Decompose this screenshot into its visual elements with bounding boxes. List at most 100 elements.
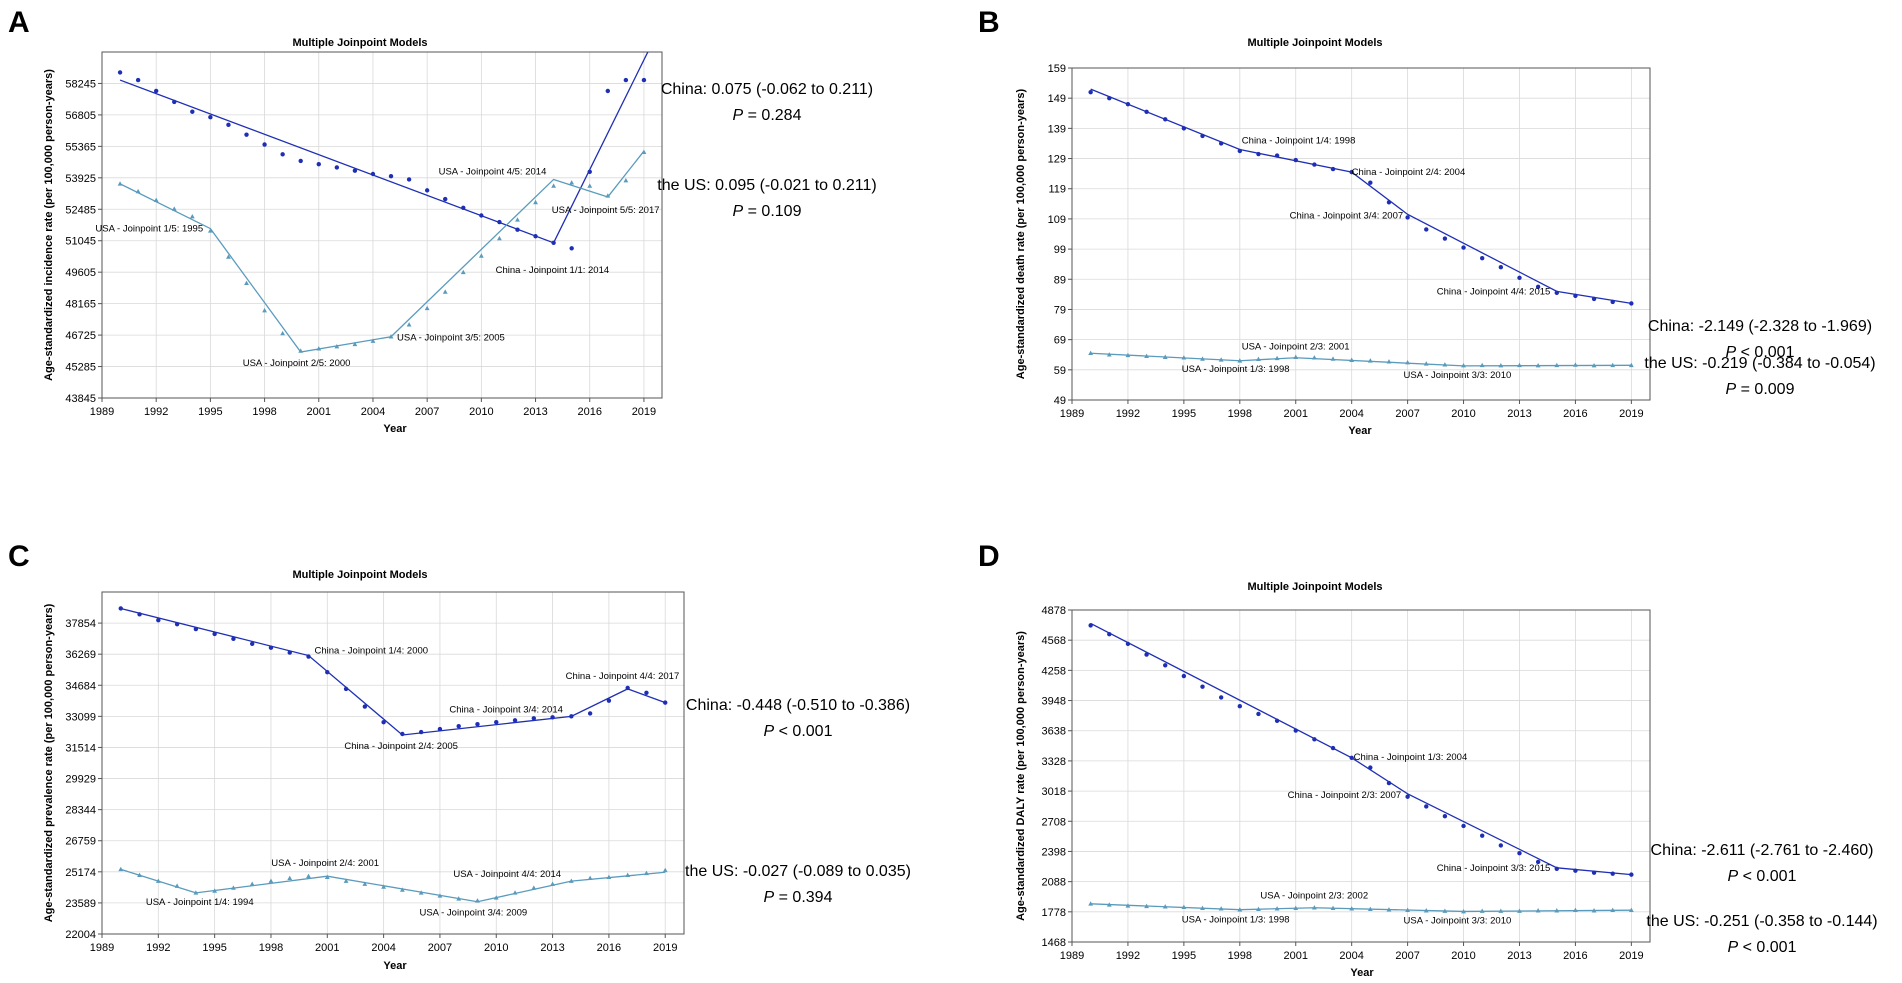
data-point-china — [1498, 843, 1504, 848]
data-point-usa — [137, 872, 142, 878]
data-point-usa — [212, 888, 218, 893]
p-symbol: P — [1726, 344, 1737, 361]
data-point-usa — [1330, 356, 1336, 361]
panel-b: B Multiple Joinpoint Models 49 59 69 79 89 99 10… — [978, 6, 1876, 437]
data-point-china — [1461, 823, 1466, 829]
data-point-china — [461, 205, 466, 211]
data-point-usa — [1293, 354, 1299, 359]
data-point-usa — [193, 890, 199, 895]
data-point-china — [1386, 200, 1392, 205]
data-point-china — [456, 723, 461, 729]
data-point-usa — [662, 867, 668, 873]
x-tick-label: 2001 — [307, 406, 331, 418]
joinpoint-label: USA - Joinpoint 4/4: 2014 — [453, 869, 561, 880]
y-axis: 1468 1778 2088 2398 2708 3018 3328 3638 3948 4258… — [1042, 605, 1072, 949]
x-tick-label: 2013 — [1507, 408, 1531, 420]
p-number: = 0.394 — [774, 889, 832, 906]
data-point-china — [334, 165, 340, 170]
aapc-value: the US: -0.251 (-0.358 to -0.144) — [1646, 913, 1877, 930]
data-point-usa — [1144, 903, 1149, 909]
p-number: = 0.009 — [1736, 381, 1794, 398]
x-tick-label: 2016 — [1563, 408, 1587, 420]
x-tick-label: 2001 — [1283, 408, 1307, 420]
data-point-usa — [1200, 905, 1205, 911]
joinpoint-label: USA - Joinpoint 3/3: 2010 — [1404, 915, 1512, 926]
data-point-usa — [1162, 354, 1168, 359]
x-tick-label: 1995 — [1172, 950, 1196, 962]
joinpoint-label: China - Joinpoint 1/1: 2014 — [496, 265, 610, 276]
data-point-usa — [118, 866, 124, 872]
series-china — [1088, 622, 1634, 877]
data-point-china — [644, 690, 649, 696]
y-tick-label: 52485 — [65, 204, 96, 216]
x-axis: 1989 1992 1995 1998 2001 2004 2007 2010 2013 2016… — [1060, 942, 1644, 962]
p-value: P = 0.109 — [733, 203, 802, 220]
y-tick-label: 4568 — [1042, 635, 1066, 647]
x-tick-label: 2007 — [1395, 950, 1419, 962]
data-point-usa — [606, 874, 612, 879]
aapc-stat-us: the US: 0.095 (-0.021 to 0.211) P = 0.109 — [657, 177, 876, 220]
data-point-usa — [587, 875, 593, 880]
data-point-china — [1330, 166, 1336, 172]
data-point-usa — [1311, 355, 1317, 360]
data-point-china — [1349, 755, 1354, 760]
data-point-china — [1312, 162, 1317, 167]
data-point-china — [1312, 737, 1317, 742]
data-point-usa — [1218, 357, 1224, 362]
x-tick-label: 2010 — [469, 406, 493, 418]
y-tick-label: 43845 — [65, 393, 96, 405]
data-point-china — [1125, 641, 1131, 647]
joinpoint-labels: China - Joinpoint 1/4: 2000 China - Joinp… — [146, 646, 679, 919]
y-tick-label: 1468 — [1042, 937, 1066, 949]
x-tick-label: 1989 — [1060, 408, 1084, 420]
data-point-usa — [1293, 905, 1299, 911]
grid — [101, 592, 684, 935]
data-point-usa — [551, 183, 557, 188]
p-number: = 0.109 — [743, 203, 801, 220]
fitted-line-china — [1090, 622, 1632, 876]
joinpoint-label: USA - Joinpoint 1/3: 1998 — [1182, 364, 1290, 375]
data-point-usa — [1405, 359, 1411, 365]
data-point-china — [1088, 623, 1093, 628]
data-point-china — [1386, 780, 1392, 786]
y-tick-label: 55365 — [65, 141, 96, 153]
data-point-china — [244, 132, 249, 137]
joinpoint-label: China - Joinpoint 3/4: 2014 — [449, 704, 563, 715]
x-tick-label: 2004 — [361, 406, 385, 418]
data-point-usa — [1498, 362, 1504, 368]
p-number: < 0.001 — [1736, 344, 1794, 361]
data-point-usa — [587, 183, 593, 188]
data-point-china — [1535, 284, 1541, 290]
data-point-china — [118, 606, 123, 611]
joinpoint-label: USA - Joinpoint 3/4: 2009 — [419, 908, 527, 919]
data-point-china — [1274, 718, 1280, 723]
data-point-usa — [1535, 908, 1541, 913]
data-point-china — [1610, 299, 1615, 305]
x-tick-label: 2019 — [1619, 950, 1643, 962]
y-tick-label: 4258 — [1042, 665, 1066, 677]
data-point-china — [1535, 859, 1541, 865]
data-point-usa — [1106, 902, 1112, 907]
p-value: P < 0.001 — [1728, 939, 1797, 956]
data-point-china — [1107, 631, 1112, 637]
data-point-usa — [381, 884, 387, 889]
chart-title: Multiple Joinpoint Models — [292, 37, 427, 49]
p-number: < 0.001 — [774, 723, 832, 740]
x-tick-label: 2016 — [597, 942, 621, 954]
joinpoint-label: USA - Joinpoint 3/3: 2010 — [1404, 370, 1512, 381]
data-point-china — [1591, 870, 1597, 875]
data-point-china — [1144, 109, 1149, 114]
joinpoint-label: China - Joinpoint 1/4: 1998 — [1242, 135, 1356, 146]
panel-letter: A — [8, 6, 30, 39]
x-tick-label: 1995 — [1172, 408, 1196, 420]
x-tick-label: 2007 — [1395, 408, 1419, 420]
p-number: < 0.001 — [1738, 939, 1796, 956]
data-point-china — [569, 714, 574, 719]
x-tick-label: 1989 — [90, 406, 114, 418]
y-tick-label: 34684 — [65, 680, 96, 692]
data-point-usa — [1591, 362, 1597, 368]
y-tick-label: 26759 — [65, 836, 96, 848]
data-point-china — [287, 650, 292, 655]
data-point-china — [1256, 711, 1261, 717]
data-point-usa — [1498, 908, 1504, 913]
